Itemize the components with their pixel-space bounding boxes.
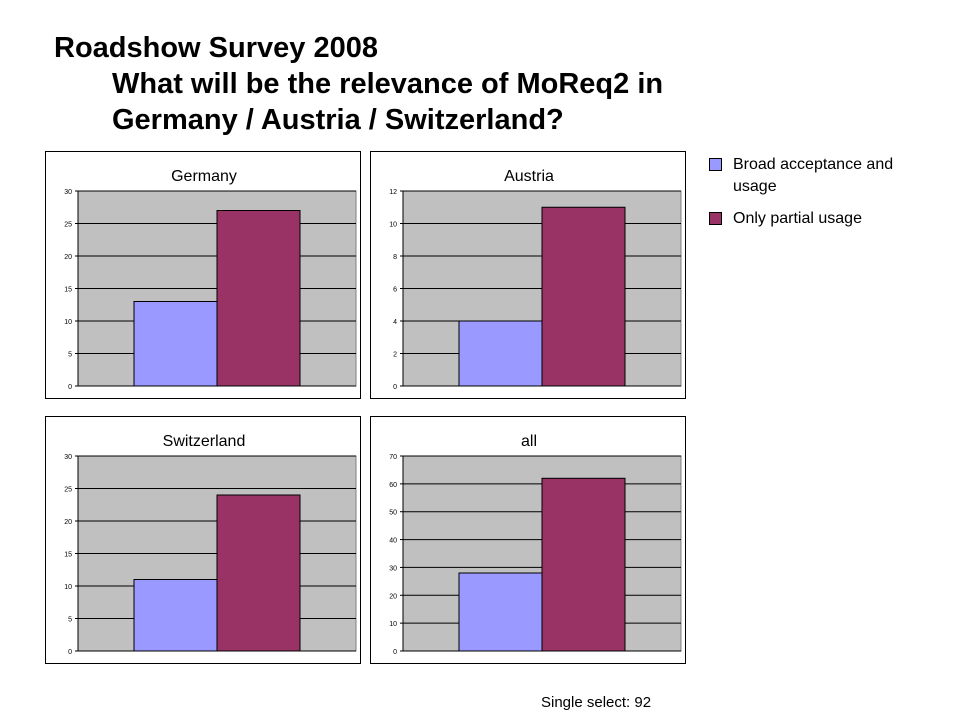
y-tick-label: 10 bbox=[389, 621, 397, 628]
y-tick-label: 5 bbox=[68, 352, 72, 359]
y-tick-label: 10 bbox=[64, 584, 72, 591]
y-tick-label: 5 bbox=[68, 617, 72, 624]
y-tick-label: 8 bbox=[393, 254, 397, 261]
chart-title: Austria bbox=[504, 168, 554, 185]
chart-all: 0 10 20 30 40 50 60 70 all bbox=[370, 416, 686, 664]
y-tick-label: 20 bbox=[389, 593, 397, 600]
chart-switzerland: 0 5 10 15 20 25 30 Switzerland bbox=[45, 416, 361, 664]
y-tick-label: 10 bbox=[64, 319, 72, 326]
y-tick-label: 20 bbox=[64, 519, 72, 526]
title-line-2: What will be the relevance of MoReq2 in bbox=[112, 68, 664, 100]
bar-broad-acceptance-and-usage bbox=[133, 579, 218, 652]
chart-svg-all: 0 10 20 30 40 50 60 70 all bbox=[389, 433, 682, 656]
bar-only-partial-usage bbox=[216, 494, 301, 652]
legend-swatch-partial-usage bbox=[709, 212, 722, 225]
chart-svg-germany: 0 5 10 15 20 25 30 Germany bbox=[64, 168, 357, 391]
y-tick-label: 30 bbox=[389, 565, 397, 572]
footer-note: Single select: 92 bbox=[541, 694, 652, 711]
chart-svg-austria: 0 2 4 6 8 10 12 Austria bbox=[389, 168, 682, 391]
legend-label-broad-acceptance: Broad acceptance and usage bbox=[733, 156, 894, 195]
chart-austria: 0 2 4 6 8 10 12 Austria bbox=[370, 151, 686, 399]
y-tick-label: 60 bbox=[389, 482, 397, 489]
y-tick-label: 50 bbox=[389, 510, 397, 517]
y-tick-label: 25 bbox=[64, 487, 72, 494]
chart-germany: 0 5 10 15 20 25 30 Germany bbox=[45, 151, 361, 399]
y-tick-label: 15 bbox=[64, 287, 72, 294]
y-tick-label: 30 bbox=[64, 454, 72, 461]
y-tick-label: 15 bbox=[64, 552, 72, 559]
y-tick-label: 4 bbox=[393, 319, 397, 326]
y-tick-label: 0 bbox=[68, 384, 72, 391]
bar-only-partial-usage bbox=[541, 477, 626, 652]
bar-broad-acceptance-and-usage bbox=[133, 301, 218, 387]
y-tick-label: 6 bbox=[393, 287, 397, 294]
y-tick-label: 10 bbox=[389, 222, 397, 229]
bar-only-partial-usage bbox=[216, 210, 301, 387]
bar-broad-acceptance-and-usage bbox=[458, 320, 543, 387]
y-tick-label: 20 bbox=[64, 254, 72, 261]
chart-title: Switzerland bbox=[163, 433, 246, 450]
legend-item-broad-acceptance: Broad acceptance and usage bbox=[708, 154, 938, 198]
title-line-3: Germany / Austria / Switzerland? bbox=[112, 104, 564, 136]
y-tick-label: 2 bbox=[393, 352, 397, 359]
bar-only-partial-usage bbox=[541, 206, 626, 387]
legend-item-partial-usage: Only partial usage bbox=[708, 208, 938, 230]
legend-label-partial-usage: Only partial usage bbox=[733, 210, 862, 227]
page-title: Roadshow Survey 2008 What will be the re… bbox=[54, 30, 914, 138]
bar-broad-acceptance-and-usage bbox=[458, 572, 543, 652]
chart-title: all bbox=[521, 433, 537, 450]
y-tick-label: 0 bbox=[68, 649, 72, 656]
legend-swatch-broad-acceptance bbox=[709, 158, 722, 171]
y-tick-label: 0 bbox=[393, 384, 397, 391]
y-tick-label: 30 bbox=[64, 189, 72, 196]
y-tick-label: 40 bbox=[389, 538, 397, 545]
y-tick-label: 0 bbox=[393, 649, 397, 656]
chart-svg-switzerland: 0 5 10 15 20 25 30 Switzerland bbox=[64, 433, 357, 656]
legend: Broad acceptance and usage Only partial … bbox=[708, 154, 938, 240]
title-line-1: Roadshow Survey 2008 bbox=[54, 32, 378, 64]
chart-title: Germany bbox=[171, 168, 237, 185]
y-tick-label: 25 bbox=[64, 222, 72, 229]
y-tick-label: 70 bbox=[389, 454, 397, 461]
y-tick-label: 12 bbox=[389, 189, 397, 196]
